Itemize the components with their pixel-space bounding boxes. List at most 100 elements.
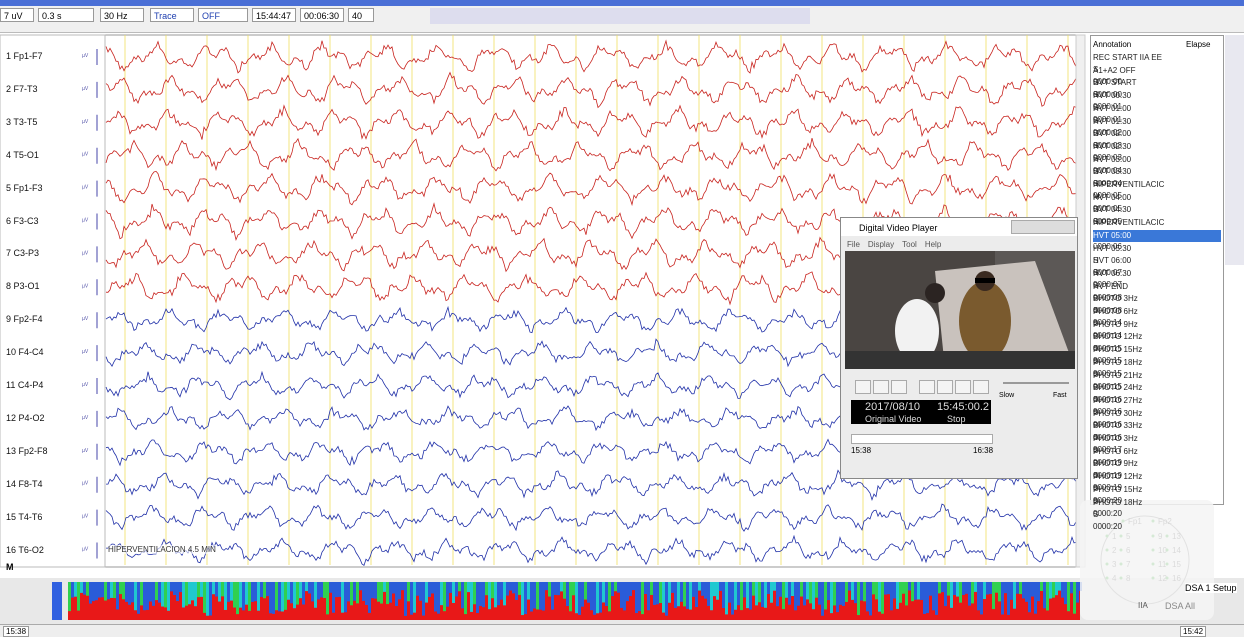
step-back-button[interactable] [937,380,953,394]
dsa-band [143,582,146,610]
dsa-band [230,582,233,601]
dsa-band [695,582,698,607]
stop-button[interactable] [891,380,907,394]
forward-button[interactable] [973,380,989,394]
speed-slider[interactable] [1003,382,1069,384]
play-button[interactable] [855,380,871,394]
annotation-cell: HIPERVENTILACIC [1093,179,1221,191]
dsa-band [146,582,149,610]
menu-item[interactable]: File [847,240,860,249]
dsa-band [659,582,662,603]
dsa-band [206,582,209,616]
video-seek[interactable] [851,434,993,444]
dsa-band [461,582,464,608]
dsa-band [302,582,305,604]
dsa-band [122,582,125,599]
annotation-cell: PHOTO 12Hz [1093,331,1221,343]
toolbar-field[interactable]: 40 [348,8,374,22]
annotation-cell: HVT 02:00 [1093,128,1221,140]
dsa-band [617,582,620,593]
dsa-band [212,582,215,594]
dsa-band [593,582,596,615]
dsa-band [473,582,476,604]
dsa-band [551,582,554,610]
window-controls[interactable] [1011,220,1075,234]
toolbar-field[interactable]: Trace [150,8,194,22]
dsa-band [713,582,716,596]
menu-item[interactable]: Display [868,240,894,249]
dsa-all[interactable]: DSA All [1165,601,1195,611]
dsa-band [104,582,107,601]
dsa-band [743,582,746,597]
video-source: Original Video [865,414,921,424]
toolbar-field[interactable]: 00:06:30 [300,8,344,22]
rewind-button[interactable] [919,380,935,394]
dsa-band [266,582,269,596]
dsa-band [326,582,329,614]
dsa-band [98,582,101,598]
dsa-band [650,582,653,595]
channel-label: 5 Fp1-F3 [6,183,43,193]
dsa-band [770,582,773,603]
step-forward-button[interactable] [955,380,971,394]
dsa-band [620,582,623,608]
dsa-band [1034,582,1037,614]
menu-item[interactable]: Tool [902,240,917,249]
channel-label: 15 T4-T6 [6,512,42,522]
dsa-band [431,582,434,593]
dsa-band [908,582,911,590]
dsa-band [926,582,929,613]
toolbar-field[interactable]: 0.3 s [38,8,94,22]
dsa-band [629,582,632,596]
toolbar-field[interactable]: 30 Hz [100,8,144,22]
side-icons[interactable] [1225,35,1244,265]
menu-item[interactable]: Help [925,240,941,249]
dsa-band [917,582,920,599]
dsa-band [251,582,254,602]
fast-play-button[interactable] [873,380,889,394]
toolbar-field[interactable]: OFF [198,8,248,22]
dsa-setup[interactable]: DSA 1 Setup [1185,583,1237,593]
annotation-cell: PHOTO 9Hz [1093,319,1221,331]
toolbar-field[interactable]: 7 uV [0,8,34,22]
video-player: Digital Video Player FileDisplayToolHelp… [840,217,1078,479]
dsa-band [857,582,860,615]
toolbar-field[interactable]: 15:44:47 [252,8,296,22]
